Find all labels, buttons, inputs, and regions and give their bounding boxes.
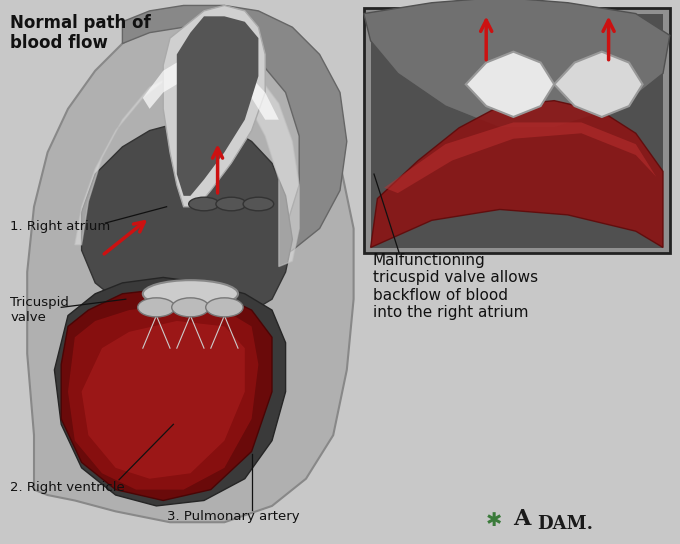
Ellipse shape [243, 197, 273, 211]
Text: DAM.: DAM. [537, 515, 593, 533]
Polygon shape [122, 5, 347, 261]
Polygon shape [466, 52, 554, 117]
Text: 2. Right ventricle: 2. Right ventricle [10, 481, 125, 494]
Polygon shape [61, 288, 272, 500]
Polygon shape [384, 122, 656, 193]
Polygon shape [364, 0, 670, 128]
Text: Tricuspid
valve: Tricuspid valve [10, 296, 69, 324]
Ellipse shape [216, 197, 247, 211]
Polygon shape [54, 277, 286, 506]
Ellipse shape [171, 298, 209, 317]
Polygon shape [27, 16, 354, 522]
Text: ✱: ✱ [486, 511, 503, 530]
Ellipse shape [188, 197, 219, 211]
Polygon shape [82, 120, 292, 326]
Polygon shape [75, 54, 299, 267]
Ellipse shape [143, 280, 238, 307]
Polygon shape [177, 16, 258, 196]
Text: Normal path of
blood flow: Normal path of blood flow [10, 14, 151, 52]
Polygon shape [163, 5, 265, 207]
Text: A: A [513, 509, 531, 530]
Polygon shape [68, 305, 258, 490]
Bar [364, 8, 670, 253]
Polygon shape [82, 321, 245, 479]
Polygon shape [143, 54, 279, 120]
Ellipse shape [137, 298, 175, 317]
Text: 1. Right atrium: 1. Right atrium [10, 220, 110, 233]
Bar [371, 14, 663, 248]
Polygon shape [371, 101, 663, 248]
Polygon shape [554, 52, 643, 117]
Text: Malfunctioning
tricuspid valve allows
backflow of blood
into the right atrium: Malfunctioning tricuspid valve allows ba… [373, 253, 538, 320]
Text: 3. Pulmonary artery: 3. Pulmonary artery [167, 510, 299, 523]
Ellipse shape [206, 298, 243, 317]
